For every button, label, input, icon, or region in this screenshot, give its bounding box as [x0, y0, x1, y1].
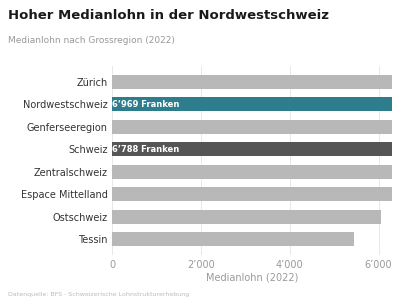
Text: 6’788 Franken: 6’788 Franken — [112, 145, 180, 154]
Bar — [112, 97, 400, 111]
Bar — [112, 232, 354, 246]
Text: Hoher Medianlohn in der Nordwestschweiz: Hoher Medianlohn in der Nordwestschweiz — [8, 9, 329, 22]
Bar — [112, 75, 400, 88]
Text: Datenquelle: BFS - Schweizerische Lohnstrukturerhebung: Datenquelle: BFS - Schweizerische Lohnst… — [8, 292, 189, 297]
Bar — [112, 120, 400, 134]
Bar — [112, 165, 400, 179]
Text: 6’969 Franken: 6’969 Franken — [112, 100, 180, 109]
Text: Medianlohn nach Grossregion (2022): Medianlohn nach Grossregion (2022) — [8, 36, 175, 45]
Bar — [112, 187, 400, 201]
Bar — [112, 142, 400, 156]
Bar — [112, 210, 381, 224]
X-axis label: Medianlohn (2022): Medianlohn (2022) — [206, 273, 298, 283]
